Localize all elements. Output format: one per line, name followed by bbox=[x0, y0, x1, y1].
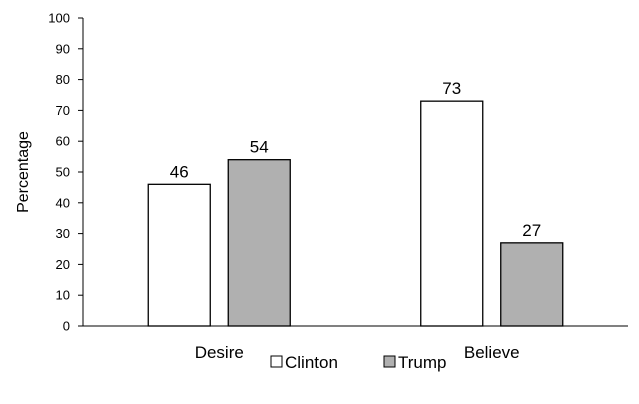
category-labels: Desire Believe bbox=[195, 343, 520, 362]
y-tick-label-90: 90 bbox=[56, 41, 70, 56]
legend-swatch-trump bbox=[383, 355, 396, 368]
y-axis-title: Percentage bbox=[15, 131, 32, 213]
data-label-believe-trump: 27 bbox=[522, 221, 541, 240]
legend-swatch-clinton bbox=[270, 355, 283, 368]
legend-label-clinton: Clinton bbox=[285, 353, 338, 372]
y-tick-label-30: 30 bbox=[56, 226, 70, 241]
bar-believe-trump bbox=[500, 242, 564, 327]
y-tick-label-40: 40 bbox=[56, 195, 70, 210]
data-label-desire-clinton: 46 bbox=[170, 162, 189, 181]
y-tick-label-70: 70 bbox=[56, 103, 70, 118]
y-tick-label-80: 80 bbox=[56, 72, 70, 87]
y-tick-label-100: 100 bbox=[48, 11, 70, 26]
bars bbox=[147, 100, 564, 327]
y-tick-label-20: 20 bbox=[56, 257, 70, 272]
legend: Clinton Trump bbox=[270, 353, 447, 372]
category-label-believe: Believe bbox=[464, 343, 520, 362]
bar-believe-clinton bbox=[420, 100, 484, 327]
data-label-believe-clinton: 73 bbox=[442, 79, 461, 98]
legend-label-trump: Trump bbox=[398, 353, 447, 372]
y-axis-ticks: 0 10 20 30 40 50 60 70 80 90 100 bbox=[48, 11, 83, 334]
category-label-desire: Desire bbox=[195, 343, 244, 362]
y-tick-label-60: 60 bbox=[56, 134, 70, 149]
data-label-desire-trump: 54 bbox=[250, 138, 269, 157]
bar-desire-clinton bbox=[147, 183, 211, 327]
y-tick-label-0: 0 bbox=[63, 319, 70, 334]
bar-desire-trump bbox=[227, 159, 291, 327]
y-tick-label-50: 50 bbox=[56, 165, 70, 180]
y-tick-label-10: 10 bbox=[56, 288, 70, 303]
data-labels: 46 54 73 27 bbox=[170, 79, 541, 240]
